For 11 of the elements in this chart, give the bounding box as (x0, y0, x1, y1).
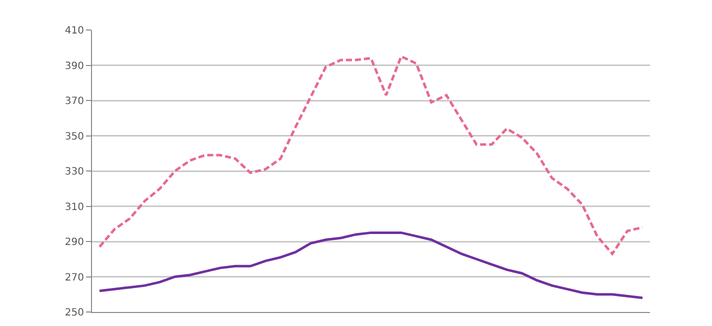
y-tick-label: 310 (64, 202, 84, 213)
y-tick-label: 370 (64, 96, 84, 107)
y-tick-label: 410 (64, 26, 84, 36)
line-series (98, 231, 644, 300)
y-tick-label: 290 (64, 237, 84, 248)
y-tick-label: 350 (64, 131, 84, 142)
y-tick-label: 390 (64, 60, 84, 72)
line-series (98, 55, 644, 256)
y-tick-label: 270 (64, 272, 84, 284)
y-tick-label: 330 (64, 166, 84, 178)
y-tick-label: 250 (64, 308, 84, 318)
